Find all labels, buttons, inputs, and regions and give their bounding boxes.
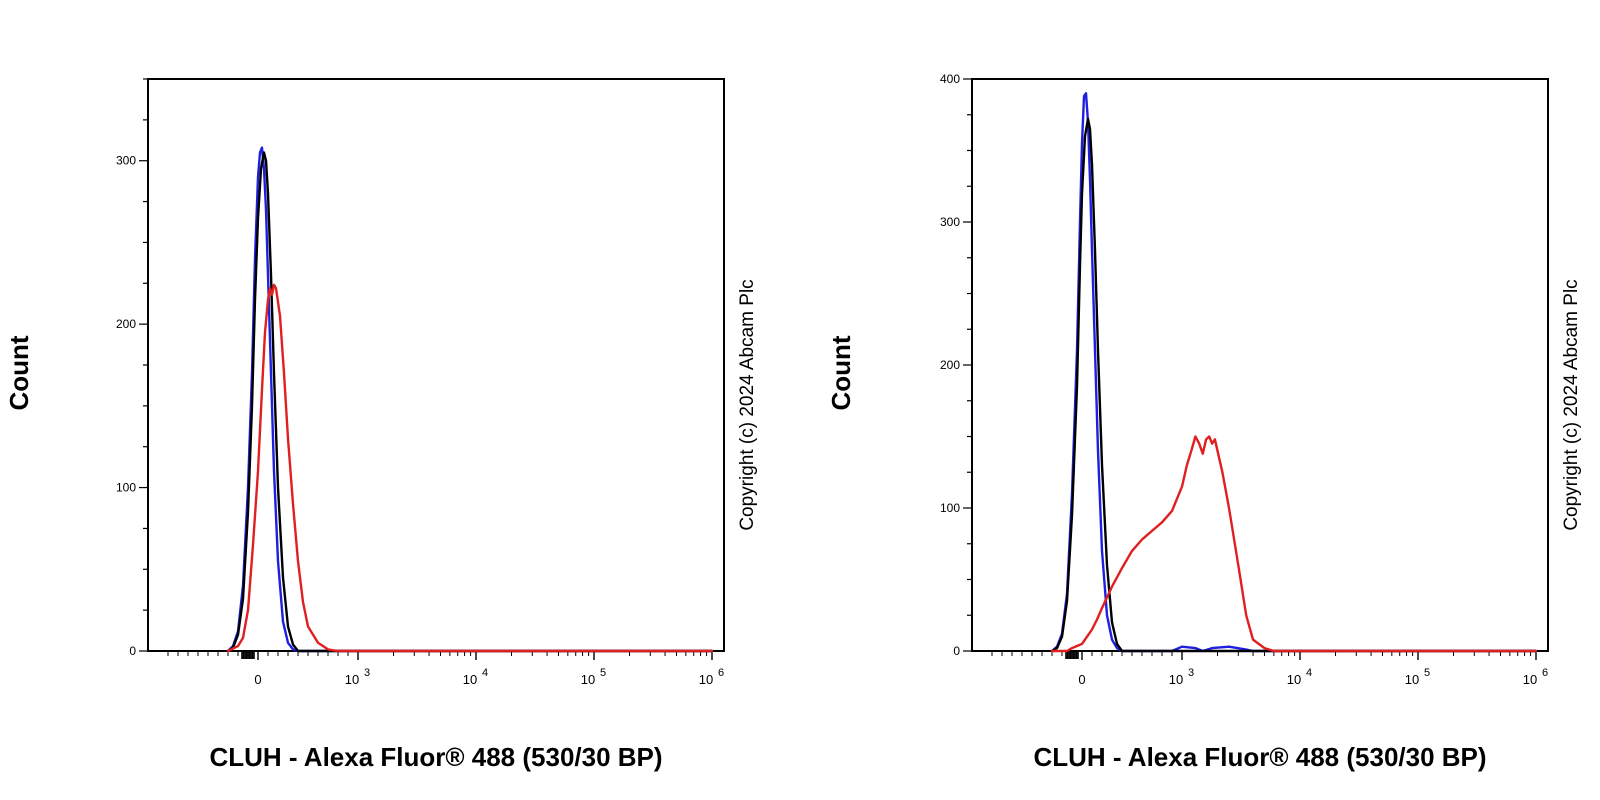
y-tick-label: 400 — [940, 72, 960, 86]
x-tick-label: 10 — [699, 672, 713, 687]
x-tick-label: 10 — [1405, 672, 1419, 687]
y-tick-label: 100 — [116, 481, 136, 495]
y-axis-title: Count — [826, 335, 856, 410]
x-tick-label: 10 — [1287, 672, 1301, 687]
x-tick-label: 0 — [1078, 672, 1085, 687]
x-tick-label: 0 — [254, 672, 261, 687]
chart-panel-right: 0 100 200 300 400 0 10 3 10 4 10 5 10 6 Count CLUH - Al… — [826, 72, 1582, 772]
y-tick-label: 300 — [940, 215, 960, 229]
x-tick-exponent: 3 — [364, 667, 370, 679]
x-axis-title: CLUH - Alexa Fluor® 488 (530/30 BP) — [1033, 742, 1486, 772]
x-tick-label: 10 — [345, 672, 359, 687]
copyright-notice: Copyright (c) 2024 Abcam Plc — [737, 279, 758, 530]
y-tick-label: 300 — [116, 154, 136, 168]
plot-frame — [971, 78, 1549, 652]
x-tick-label: 10 — [463, 672, 477, 687]
x-tick-label: 10 — [581, 672, 595, 687]
copyright-notice: Copyright (c) 2024 Abcam Plc — [1561, 279, 1582, 530]
histogram-series-1 — [1050, 117, 1538, 653]
y-tick-label: 200 — [116, 317, 136, 331]
chart-panel-left: 0 100 200 300 0 10 3 10 4 10 5 10 6 Count CLUH - Alexa… — [4, 78, 758, 772]
x-tick-exponent: 5 — [600, 667, 606, 679]
histogram-series-1 — [226, 151, 714, 653]
y-axis-title: Count — [4, 335, 34, 410]
x-tick-exponent: 4 — [482, 667, 488, 679]
y-tick-label: 0 — [953, 644, 960, 658]
histogram-series-2 — [226, 283, 714, 653]
x-tick-label: 10 — [1169, 672, 1183, 687]
x-tick-exponent: 5 — [1424, 667, 1430, 679]
x-tick-exponent: 3 — [1188, 667, 1194, 679]
x-tick-label: 10 — [1523, 672, 1537, 687]
y-tick-label: 200 — [940, 358, 960, 372]
x-tick-exponent: 6 — [1542, 667, 1548, 679]
histogram-series-2 — [1050, 435, 1538, 653]
y-tick-label: 100 — [940, 501, 960, 515]
y-tick-label: 0 — [129, 644, 136, 658]
x-tick-exponent: 6 — [718, 667, 724, 679]
x-tick-exponent: 4 — [1306, 667, 1312, 679]
x-axis-title: CLUH - Alexa Fluor® 488 (530/30 BP) — [209, 742, 662, 772]
histogram-series-0 — [1050, 92, 1538, 653]
plot-frame — [147, 78, 725, 652]
